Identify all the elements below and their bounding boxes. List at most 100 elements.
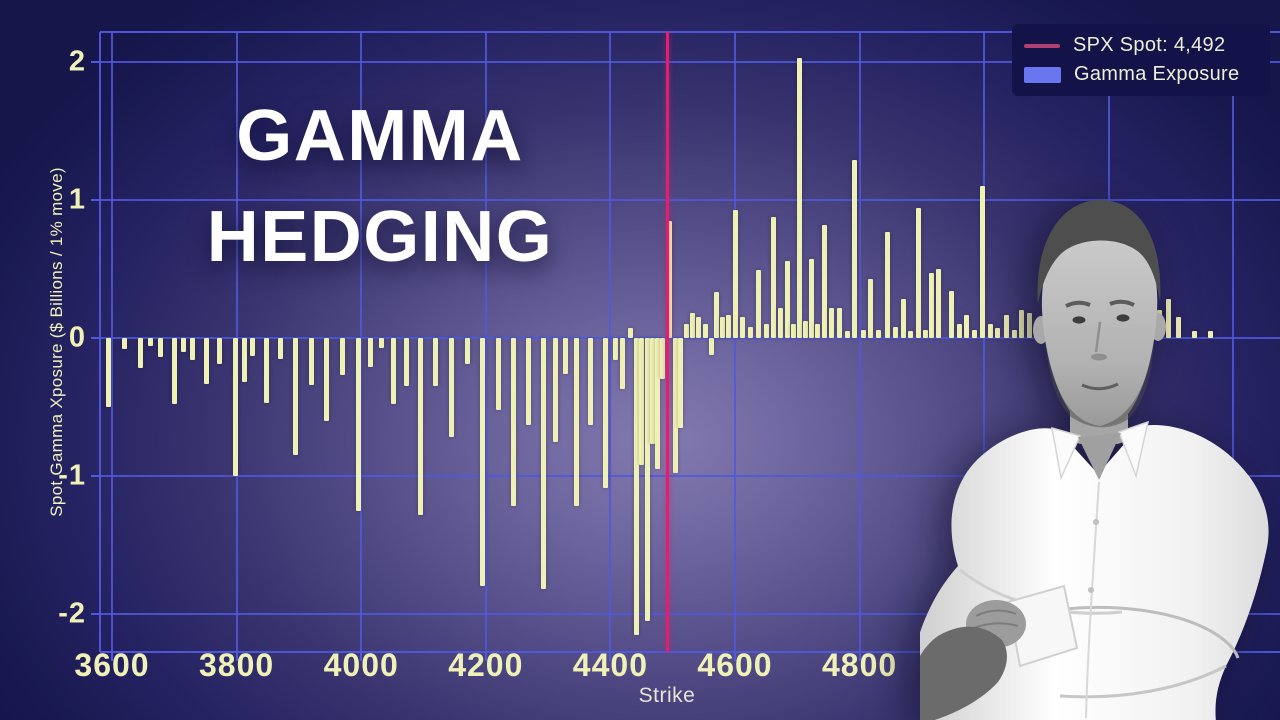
- x-tick-label: 4200: [448, 647, 524, 683]
- title-line-1: GAMMA: [236, 96, 524, 176]
- v-gridline: [983, 32, 986, 652]
- gamma-exposure-bar: [979, 186, 985, 338]
- plot-top-border: [100, 31, 1280, 33]
- gamma-exposure-bar: [137, 338, 143, 369]
- x-tick-mark: [360, 652, 363, 661]
- gamma-exposure-bar: [190, 338, 196, 361]
- gamma-exposure-bar: [672, 338, 678, 474]
- chart-legend: SPX Spot: 4,492 Gamma Exposure: [1012, 24, 1270, 96]
- gamma-exposure-bar: [106, 338, 112, 407]
- gamma-exposure-bar: [964, 314, 970, 338]
- gamma-exposure-bar: [216, 338, 222, 365]
- v-gridline: [609, 32, 612, 652]
- gamma-exposure-bar: [308, 338, 314, 385]
- presenter-photo: [920, 200, 1269, 720]
- y-tick-label: -2: [58, 597, 86, 630]
- legend-item-gamma-exposure: Gamma Exposure: [1024, 63, 1258, 85]
- gamma-exposure-bar: [1026, 313, 1032, 338]
- y-tick-mark: [91, 613, 100, 615]
- v-gridline: [1232, 32, 1235, 652]
- gamma-exposure-bar: [620, 338, 626, 390]
- x-axis-label: Strike: [638, 684, 696, 707]
- gamma-exposure-bar: [771, 216, 777, 338]
- gamma-exposure-bar: [829, 307, 835, 338]
- gamma-exposure-bar: [876, 329, 882, 338]
- gamma-exposure-bar: [204, 338, 210, 384]
- gamma-exposure-bar: [802, 321, 808, 338]
- gamma-exposure-bar: [822, 224, 828, 338]
- x-tick-mark: [235, 652, 238, 661]
- gamma-exposure-bar: [809, 259, 815, 338]
- gamma-exposure-bar: [972, 329, 978, 338]
- gamma-exposure-bar: [837, 307, 843, 338]
- v-gridline: [111, 32, 113, 652]
- gamma-exposure-bar: [1208, 331, 1214, 338]
- x-tick-label: 4800: [822, 647, 898, 683]
- gamma-exposure-bar: [378, 338, 384, 348]
- gamma-exposure-bar: [995, 328, 1001, 338]
- y-tick-mark: [91, 475, 100, 477]
- gamma-exposure-bar: [900, 299, 906, 338]
- gamma-exposure-bar: [815, 324, 821, 338]
- title-line-2: HEDGING: [206, 197, 554, 277]
- y-tick-mark: [91, 337, 100, 339]
- gamma-exposure-bar: [158, 338, 164, 358]
- x-tick-mark: [609, 652, 612, 661]
- gamma-exposure-bar: [1166, 299, 1172, 338]
- gamma-exposure-bar: [844, 331, 850, 338]
- gamma-exposure-bar: [340, 338, 345, 376]
- gamma-exposure-bar: [936, 269, 942, 338]
- gamma-exposure-bar: [573, 338, 579, 507]
- gamma-exposure-bar: [884, 231, 890, 338]
- gamma-exposure-bar: [784, 260, 790, 338]
- h-gridline: [100, 475, 1280, 477]
- gamma-exposure-bar: [644, 338, 650, 621]
- v-gridline: [484, 32, 487, 652]
- x-tick-mark: [484, 652, 487, 661]
- gamma-exposure-bar: [852, 159, 858, 338]
- spx-spot-vline: [666, 32, 670, 652]
- gamma-exposure-bar: [929, 273, 935, 338]
- gamma-exposure-bar: [987, 324, 993, 338]
- gamma-exposure-bar: [756, 270, 762, 338]
- legend-label: Gamma Exposure: [1074, 63, 1240, 85]
- gamma-exposure-bar: [232, 338, 238, 476]
- gamma-exposure-bar: [908, 331, 914, 338]
- gamma-exposure-bar: [1192, 331, 1198, 338]
- gamma-exposure-bar: [739, 317, 745, 338]
- gamma-exposure-bar: [639, 338, 645, 465]
- gamma-exposure-bar: [791, 324, 797, 338]
- y-tick-mark: [91, 61, 100, 63]
- x-tick-label: 4600: [697, 647, 773, 683]
- gamma-exposure-bar: [355, 338, 361, 511]
- v-gridline: [734, 32, 736, 652]
- gamma-exposure-bar: [293, 338, 299, 456]
- y-tick-label: 1: [68, 183, 86, 216]
- gamma-exposure-bar: [587, 338, 593, 425]
- gamma-exposure-bar: [748, 326, 754, 338]
- h-gridline: [100, 337, 1280, 339]
- y-tick-mark: [91, 199, 100, 201]
- gamma-exposure-bar: [264, 338, 269, 403]
- legend-label: SPX Spot: 4,492: [1073, 34, 1226, 56]
- gamma-exposure-bar: [678, 338, 684, 428]
- h-gridline: [100, 199, 1280, 201]
- gamma-exposure-bar: [720, 317, 726, 338]
- v-gridline: [858, 32, 861, 652]
- gamma-exposure-bar: [659, 338, 665, 380]
- gamma-exposure-bar: [956, 324, 962, 338]
- gamma-exposure-bar: [949, 291, 955, 338]
- gamma-exposure-bar: [915, 208, 921, 338]
- x-tick-label: 3800: [199, 647, 275, 683]
- person-shapes: [920, 200, 1269, 720]
- gamma-exposure-bar: [634, 338, 640, 635]
- gamma-exposure-bar: [1011, 329, 1017, 338]
- gamma-exposure-bar: [449, 338, 455, 438]
- gamma-exposure-bar: [250, 338, 256, 356]
- gamma-exposure-bar: [480, 338, 486, 587]
- gamma-exposure-bar: [777, 307, 783, 338]
- gamma-exposure-bar: [708, 338, 714, 355]
- gamma-exposure-bar: [171, 338, 177, 405]
- gamma-exposure-bar: [892, 326, 898, 338]
